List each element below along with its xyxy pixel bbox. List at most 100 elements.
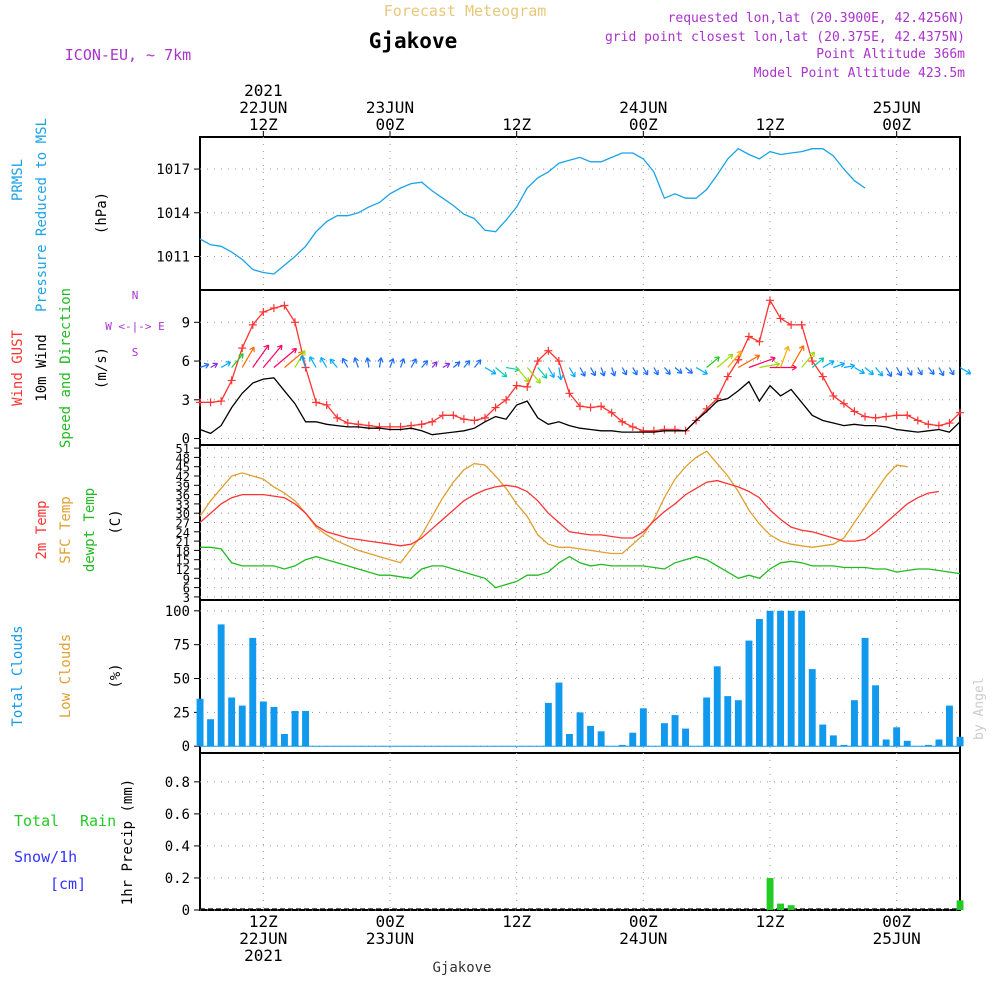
- wind-arrow: [341, 358, 349, 368]
- wind-arrow: [199, 363, 210, 369]
- cloud-bar: [924, 744, 932, 747]
- wind-arrow-head: [590, 370, 596, 377]
- cloud-bar: [618, 744, 626, 747]
- wind-arrow: [854, 366, 865, 374]
- wind-arrow-head: [549, 372, 555, 379]
- info-line-3: Point Altitude 366m: [816, 47, 965, 62]
- wind-arrow: [579, 367, 586, 377]
- wind-arrow: [378, 357, 382, 368]
- model-label: ICON-EU, ~ 7km: [65, 46, 191, 64]
- time-label-top: 2021: [244, 81, 283, 100]
- gust-marker: [375, 422, 384, 431]
- precip-bar: [787, 905, 795, 910]
- gust-series: [200, 298, 961, 432]
- cloud-bar: [682, 728, 689, 747]
- wind-arrow-head: [377, 357, 384, 363]
- cloud-bar: [872, 685, 879, 747]
- cloud-bar: [840, 744, 848, 747]
- time-label-bottom: 24JUN: [619, 929, 667, 948]
- clouds-unit: (%): [108, 663, 124, 688]
- wind-arrow: [366, 357, 370, 368]
- ytick-label-wind: 3: [182, 393, 190, 409]
- cloud-bar: [766, 610, 774, 747]
- gust-marker: [861, 412, 869, 421]
- ytick-label-clouds: 0: [182, 739, 190, 755]
- gust-marker: [449, 411, 458, 420]
- wind-arrow: [938, 367, 945, 376]
- ytick-label-temp: 12: [176, 563, 190, 577]
- wind-arrow-head: [476, 359, 482, 365]
- cloud-bar: [713, 666, 721, 747]
- gust-marker: [903, 411, 912, 420]
- wind-arrow-head: [454, 361, 461, 367]
- gust-marker: [607, 408, 616, 417]
- wind-arrow-head: [364, 357, 371, 363]
- wind-arrow-head: [929, 369, 935, 375]
- gust-marker: [280, 301, 289, 310]
- gust-marker: [660, 425, 669, 434]
- wind-arrow: [801, 351, 815, 368]
- wind-arrow: [864, 367, 874, 376]
- cloud-bar: [587, 725, 594, 747]
- wind-arrow-head: [490, 369, 497, 375]
- precip-bar: [766, 878, 774, 910]
- wind-arrow: [516, 367, 530, 383]
- wind-arrow-head: [541, 373, 548, 379]
- gust-marker: [649, 426, 658, 435]
- cloud-bar: [703, 697, 711, 747]
- wind-arrow-head: [714, 356, 720, 362]
- wind-arrow: [875, 367, 884, 377]
- cloud-bar: [291, 711, 299, 747]
- gust-marker: [776, 314, 785, 323]
- info-line-4: Model Point Altitude 423.5m: [754, 66, 965, 81]
- gust-marker: [322, 400, 331, 409]
- gust-marker: [945, 419, 954, 428]
- wind-arrow-head: [535, 378, 541, 384]
- gust-marker: [565, 389, 574, 398]
- time-label-bottom: 12Z: [502, 912, 531, 931]
- gust-marker: [618, 417, 627, 426]
- cloud-bar: [629, 732, 637, 747]
- ytick-label-precip: 0.2: [165, 871, 190, 887]
- wind-arrow-head: [580, 371, 586, 377]
- ytick-label-temp: 48: [176, 451, 190, 465]
- time-label-bottom: 00Z: [882, 912, 911, 931]
- ytick-label-pressure: 1014: [156, 206, 190, 222]
- gust-marker: [829, 391, 838, 400]
- compass-west-east: W <-|-> E: [105, 320, 165, 333]
- precip-rain-label: Rain: [80, 812, 116, 830]
- wind-arrow-head: [610, 370, 617, 377]
- wind-arrow-head: [464, 360, 471, 366]
- wind-arrow: [748, 357, 776, 369]
- wind-arrow: [473, 359, 482, 368]
- wind-arrow-head: [388, 358, 395, 364]
- ytick-label-temp: 9: [183, 572, 190, 586]
- cloud-bar: [566, 734, 573, 747]
- wind-arrow-head: [353, 357, 359, 363]
- cloud-bar: [819, 724, 827, 747]
- dewpt-series: [200, 546, 961, 589]
- info-line-1: requested lon,lat (20.3900E, 42.4256N): [668, 11, 965, 26]
- cloud-bar: [270, 707, 278, 747]
- wind-arrow: [653, 367, 659, 376]
- wind-arrow-head: [859, 368, 865, 374]
- wind-arrow-head: [917, 369, 923, 376]
- wind-arrow: [431, 361, 438, 368]
- gust-marker: [787, 320, 796, 329]
- wind-arrow-head: [238, 353, 244, 359]
- cloud-bar: [302, 711, 309, 747]
- wind-arrow-head: [702, 369, 708, 375]
- gust-marker: [576, 402, 584, 411]
- gust-marker: [459, 415, 468, 424]
- cloud-bar: [745, 640, 753, 747]
- cloud-bar: [228, 697, 236, 747]
- grid-point-info: requested lon,lat (20.3900E, 42.4256N) g…: [605, 11, 965, 81]
- time-label-top: 00Z: [882, 115, 911, 134]
- wind-arrow: [294, 350, 306, 368]
- wind-arrow-head: [444, 362, 451, 369]
- panel-pressure: 1011 1014 1017: [156, 136, 961, 291]
- temp-2m-label: 2m Temp: [34, 500, 50, 559]
- wind-arrow-head: [774, 361, 780, 368]
- gust-marker: [312, 398, 321, 407]
- gust-marker: [628, 422, 637, 431]
